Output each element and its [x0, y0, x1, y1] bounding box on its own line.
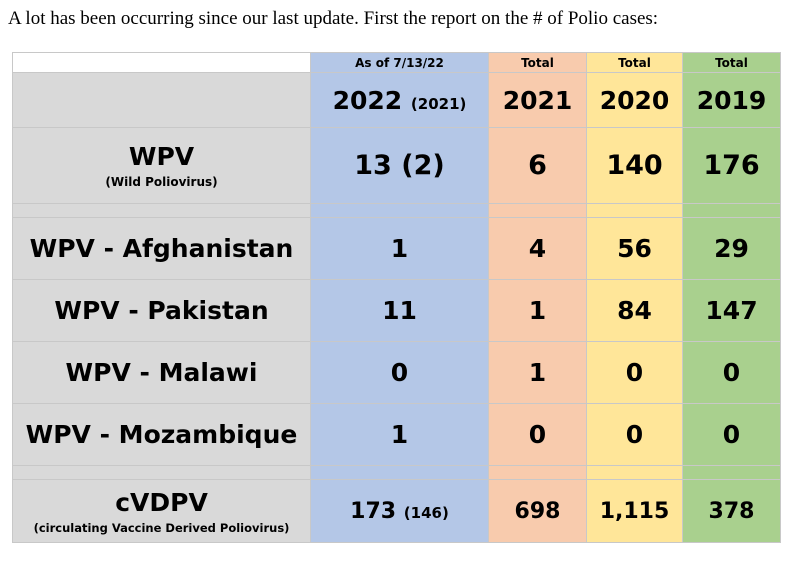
- wpv-value-2021: 6: [488, 127, 587, 204]
- country-value-2022: 1: [310, 403, 489, 466]
- country-value-2020: 84: [586, 279, 683, 342]
- header-cell-total-2021: Total: [488, 52, 587, 73]
- country-label: WPV - Mozambique: [12, 403, 311, 466]
- header-cell-total-2020: Total: [586, 52, 683, 73]
- year-cell-2020: 2020: [586, 72, 683, 128]
- table-row-cvdpv: cVDPV (circulating Vaccine Derived Polio…: [12, 479, 781, 543]
- wpv-value-2022: 13 (2): [310, 127, 489, 204]
- wpv-sublabel: (Wild Poliovirus): [105, 175, 218, 189]
- country-value-2019: 147: [682, 279, 781, 342]
- separator-row: [12, 465, 781, 480]
- year-cell-2022: 2022 (2021): [310, 72, 489, 128]
- country-value-2021: 4: [488, 217, 587, 280]
- intro-text: A lot has been occurring since our last …: [8, 8, 659, 29]
- country-value-2021: 1: [488, 341, 587, 404]
- year-row: 2022 (2021) 2021 2020 2019: [12, 72, 781, 128]
- country-value-2020: 0: [586, 341, 683, 404]
- year-cell-empty: [12, 72, 311, 128]
- year-cell-2019: 2019: [682, 72, 781, 128]
- wpv-value-2019: 176: [682, 127, 781, 204]
- cvdpv-2022-main: 173: [350, 498, 397, 524]
- country-value-2019: 0: [682, 403, 781, 466]
- separator-row: [12, 203, 781, 218]
- cvdpv-value-2021: 698: [488, 479, 587, 543]
- country-value-2022: 1: [310, 217, 489, 280]
- cvdpv-value-2022: 173 (146): [310, 479, 489, 543]
- cvdpv-label: cVDPV: [115, 487, 208, 517]
- country-value-2019: 29: [682, 217, 781, 280]
- table-row: WPV - Mozambique 1 0 0 0: [12, 403, 781, 466]
- table-row: WPV - Pakistan 11 1 84 147: [12, 279, 781, 342]
- country-label: WPV - Malawi: [12, 341, 311, 404]
- country-label: WPV - Pakistan: [12, 279, 311, 342]
- cvdpv-2022-sub: (146): [403, 503, 449, 522]
- country-value-2021: 0: [488, 403, 587, 466]
- country-value-2019: 0: [682, 341, 781, 404]
- country-label: WPV - Afghanistan: [12, 217, 311, 280]
- header-cell-as-of: As of 7/13/22: [310, 52, 489, 73]
- header-row: As of 7/13/22 Total Total Total: [12, 52, 781, 73]
- polio-cases-table: As of 7/13/22 Total Total Total 2022 (20…: [12, 52, 781, 543]
- cvdpv-value-2019: 378: [682, 479, 781, 543]
- year-2022-sub: (2021): [410, 94, 467, 113]
- country-value-2022: 11: [310, 279, 489, 342]
- year-cell-2021: 2021: [488, 72, 587, 128]
- table-row: WPV - Malawi 0 1 0 0: [12, 341, 781, 404]
- country-value-2022: 0: [310, 341, 489, 404]
- row-label-wpv: WPV (Wild Poliovirus): [12, 127, 311, 204]
- cvdpv-value-2020: 1,115: [586, 479, 683, 543]
- wpv-value-2020: 140: [586, 127, 683, 204]
- country-value-2021: 1: [488, 279, 587, 342]
- table-row-wpv: WPV (Wild Poliovirus) 13 (2) 6 140 176: [12, 127, 781, 204]
- header-cell-total-2019: Total: [682, 52, 781, 73]
- header-cell-label: [12, 52, 311, 73]
- row-label-cvdpv: cVDPV (circulating Vaccine Derived Polio…: [12, 479, 311, 543]
- cvdpv-sublabel: (circulating Vaccine Derived Poliovirus): [33, 520, 290, 535]
- table-row: WPV - Afghanistan 1 4 56 29: [12, 217, 781, 280]
- country-value-2020: 56: [586, 217, 683, 280]
- country-value-2020: 0: [586, 403, 683, 466]
- wpv-label: WPV: [128, 142, 195, 171]
- year-2022-main: 2022: [332, 85, 403, 115]
